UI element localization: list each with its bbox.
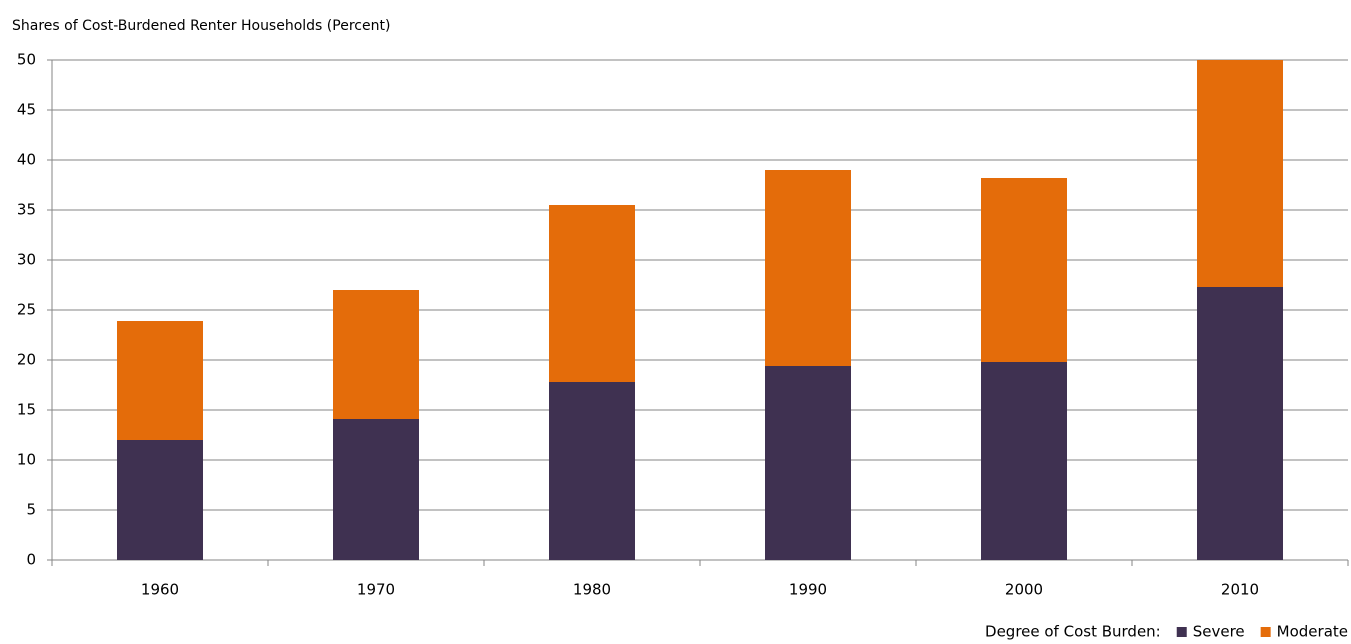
x-tick-label: 1990	[789, 581, 827, 599]
y-tick-label: 30	[17, 251, 36, 269]
y-tick-label: 25	[17, 301, 36, 319]
bar-segment	[333, 419, 419, 560]
chart-title: Shares of Cost-Burdened Renter Household…	[12, 18, 390, 34]
x-tick-label: 2010	[1221, 581, 1259, 599]
bar-segment	[1197, 287, 1283, 560]
y-tick-label: 0	[26, 551, 36, 569]
legend-swatch	[1260, 627, 1271, 637]
y-tick-label: 15	[17, 401, 36, 419]
x-tick-label: 1980	[573, 581, 611, 599]
bar-segment	[765, 366, 851, 560]
bar-segment	[981, 178, 1067, 362]
x-tick-label: 2000	[1005, 581, 1043, 599]
bar-segment	[1197, 60, 1283, 287]
bar-segment	[333, 290, 419, 419]
legend-label: Severe	[1193, 623, 1245, 641]
x-tick-label: 1970	[357, 581, 395, 599]
bar-segment	[981, 362, 1067, 560]
bar-segment	[549, 205, 635, 382]
y-tick-label: 40	[17, 151, 36, 169]
y-tick-label: 50	[17, 51, 36, 69]
bar-segment	[549, 382, 635, 560]
y-tick-label: 20	[17, 351, 36, 369]
bar-segment	[765, 170, 851, 366]
legend-title: Degree of Cost Burden:	[985, 623, 1161, 641]
legend-swatch	[1176, 627, 1187, 637]
y-tick-label: 35	[17, 201, 36, 219]
y-tick-label: 45	[17, 101, 36, 119]
y-tick-label: 10	[17, 451, 36, 469]
legend-label: Moderate	[1277, 623, 1348, 641]
y-tick-label: 5	[26, 501, 36, 519]
x-tick-label: 1960	[141, 581, 179, 599]
bar-segment	[117, 440, 203, 560]
bar-segment	[117, 321, 203, 440]
